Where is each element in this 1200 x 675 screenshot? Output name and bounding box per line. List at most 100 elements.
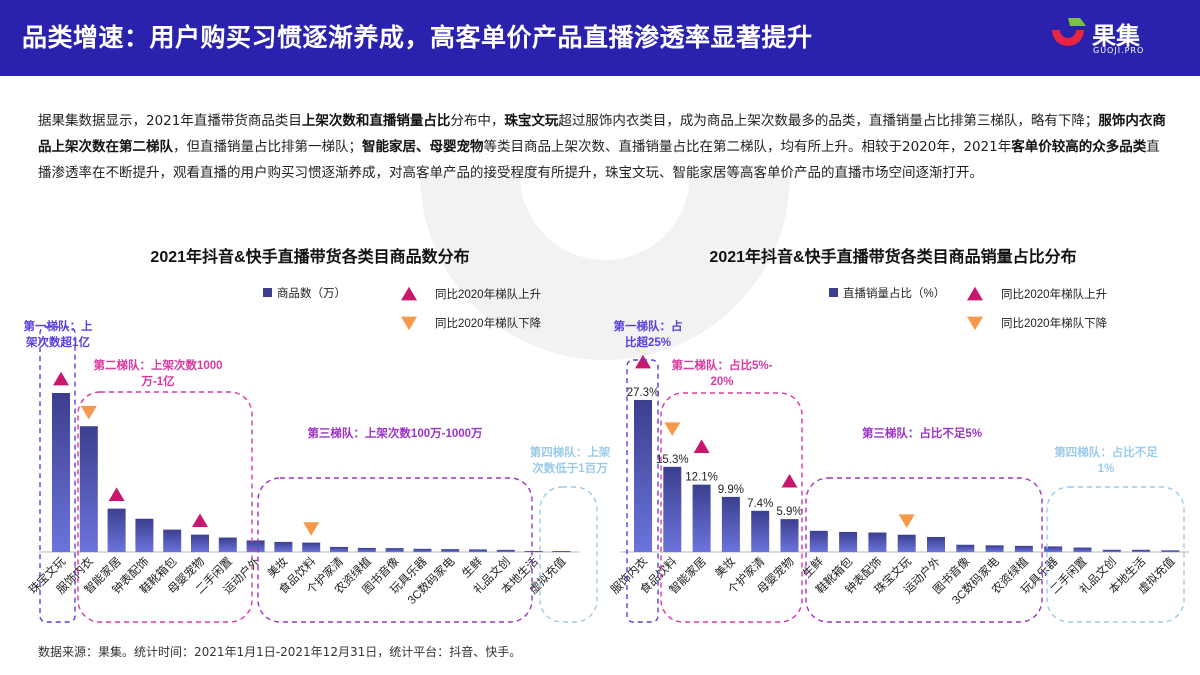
data-label: 9.9% [718,484,744,496]
bar-农资绿植 [1014,545,1033,552]
intro-text: 据果集数据显示，2021年直播带货商品类目 [38,113,302,129]
bar-玩具乐器 [1044,546,1063,552]
tier-box [1046,486,1185,623]
tier-label: 第四梯队：占比不足 [1054,445,1158,459]
up-triangle-icon [108,487,125,502]
tier-box [39,326,76,623]
tier-label: 第一梯队：占 [614,319,683,333]
legend-down: 同比2020年梯队下降 [435,316,542,330]
bar-运动户外 [927,536,945,552]
tier-label: 架次数超1亿 [25,335,90,349]
tier-box [77,391,253,623]
bar-智能家居 [692,484,711,552]
down-triangle-icon [898,514,915,528]
legend-series: 直播销量占比（%） [843,286,945,300]
bar-服饰内衣 [634,400,652,552]
data-label: 12.1% [685,472,718,484]
up-triangle-icon [192,513,208,528]
bar-美妆 [274,541,293,552]
down-triangle-icon [664,422,681,437]
legend-up-triangle-icon [401,286,417,301]
legend-series: 商品数（万） [277,286,346,300]
bar-图书音像 [956,544,975,552]
tier-label: 第三梯队：占比不足5% [862,426,982,440]
bar-钟表配饰 [868,532,887,552]
bar-二手闲置 [218,537,237,552]
bar-3C数码家电 [985,545,1004,552]
data-label: 15.3% [656,454,689,466]
bar-服饰内衣 [79,426,98,552]
watermark-arc [420,175,790,360]
logo-subtext: GUOJI.PRO [1093,46,1145,55]
bar-钟表配饰 [135,518,154,552]
tier-label: 20% [710,376,733,388]
legend-down-triangle-icon [401,316,417,331]
x-tick-label: 生鲜 [459,554,486,581]
bar-本地生活 [524,551,543,552]
tier-box [626,359,659,623]
bar-智能家居 [107,508,126,552]
intro-highlight: 智能家居、母婴宠物 [362,139,484,155]
data-label: 5.9% [776,506,802,518]
intro-text: 超过服饰内衣类目，成为商品上架次数最多的品类，直播销量占比排第三梯队，略有下降； [558,113,1099,129]
bar-3C数码家电 [441,549,460,552]
x-tick-label: 美妆 [712,554,739,581]
bar-农资绿植 [357,547,376,552]
tier-label: 1% [1098,463,1115,475]
header-bar: 品类增速：用户购买习惯逐渐养成，高客单价产品直播渗透率显著提升 果集 GUOJI… [0,0,1200,76]
bar-鞋靴箱包 [839,531,858,552]
bar-鞋靴箱包 [163,529,182,552]
x-tick-label: 生鲜 [800,554,827,581]
bar-母婴宠物 [780,519,799,552]
bar-母婴宠物 [191,534,209,552]
logo: 果集 GUOJI.PRO [1046,14,1196,64]
bar-玩具乐器 [413,548,432,552]
bar-个护家清 [751,510,770,552]
tier-label: 万-1亿 [140,374,175,388]
tier-box [539,486,598,623]
legend-down: 同比2020年梯队下降 [1001,316,1108,330]
data-source-note: 数据来源：果集。统计时间：2021年1月1日-2021年12月31日，统计平台：… [38,645,522,659]
intro-highlight: 珠宝文玩 [504,113,559,129]
tier-box [257,477,533,623]
bar-食品饮料 [663,466,682,552]
bar-虚拟充值 [1161,550,1180,552]
tier-label: 第二梯队：占比5%- [672,358,773,372]
chart-title: 2021年抖音&快手直播带货各类目商品销量占比分布 [709,247,1076,266]
intro-text: 等类目商品上架次数、直播销量占比在第二梯队，均有所上升。相较于2020年，202… [483,139,1012,155]
intro-highlight: 上架次数和直播销量占比 [301,113,451,129]
down-triangle-icon [303,522,320,536]
tier-label: 第二梯队：上架次数1000 [93,358,222,372]
tier-label: 第三梯队：上架次数100万-1000万 [307,426,483,440]
tier-label: 第四梯队：上架 [530,445,611,459]
intro-text: 分布中， [450,113,505,129]
bar-虚拟充值 [552,551,571,552]
intro-highlight: 服饰内衣商品上架次数在第二梯队 [38,113,1166,155]
logo-icon [1052,18,1086,46]
legend-swatch [263,288,272,297]
data-label: 7.4% [747,498,773,510]
legend-up: 同比2020年梯队上升 [435,287,541,301]
intro-highlight: 客单价较高的众多品类 [1011,139,1147,155]
bar-本地生活 [1132,549,1151,552]
bar-食品饮料 [302,542,321,552]
chart-title: 2021年抖音&快手直播带货各类目商品数分布 [150,247,469,266]
legend-down-triangle-icon [967,316,983,331]
data-label: 27.3% [627,387,660,399]
bar-礼品文创 [1102,549,1121,552]
tier-label: 比超25% [625,335,671,349]
bar-图书音像 [385,548,404,552]
bar-礼品文创 [496,549,515,552]
tier-box [660,392,803,623]
x-tick-label: 美妆 [264,554,291,581]
bar-二手闲置 [1073,547,1092,552]
bar-生鲜 [809,530,828,552]
intro-paragraph: 据果集数据显示，2021年直播带货商品类目上架次数和直播销量占比分布中，珠宝文玩… [38,108,1168,186]
bar-个护家清 [330,546,348,552]
intro-text: ，但直播销量占比排第一梯队； [173,139,362,155]
bar-珠宝文玩 [897,534,916,552]
legend-up-triangle-icon [967,286,983,301]
tier-label: 第一梯队：上 [24,319,93,333]
bar-美妆 [721,496,740,552]
up-triangle-icon [781,473,798,488]
